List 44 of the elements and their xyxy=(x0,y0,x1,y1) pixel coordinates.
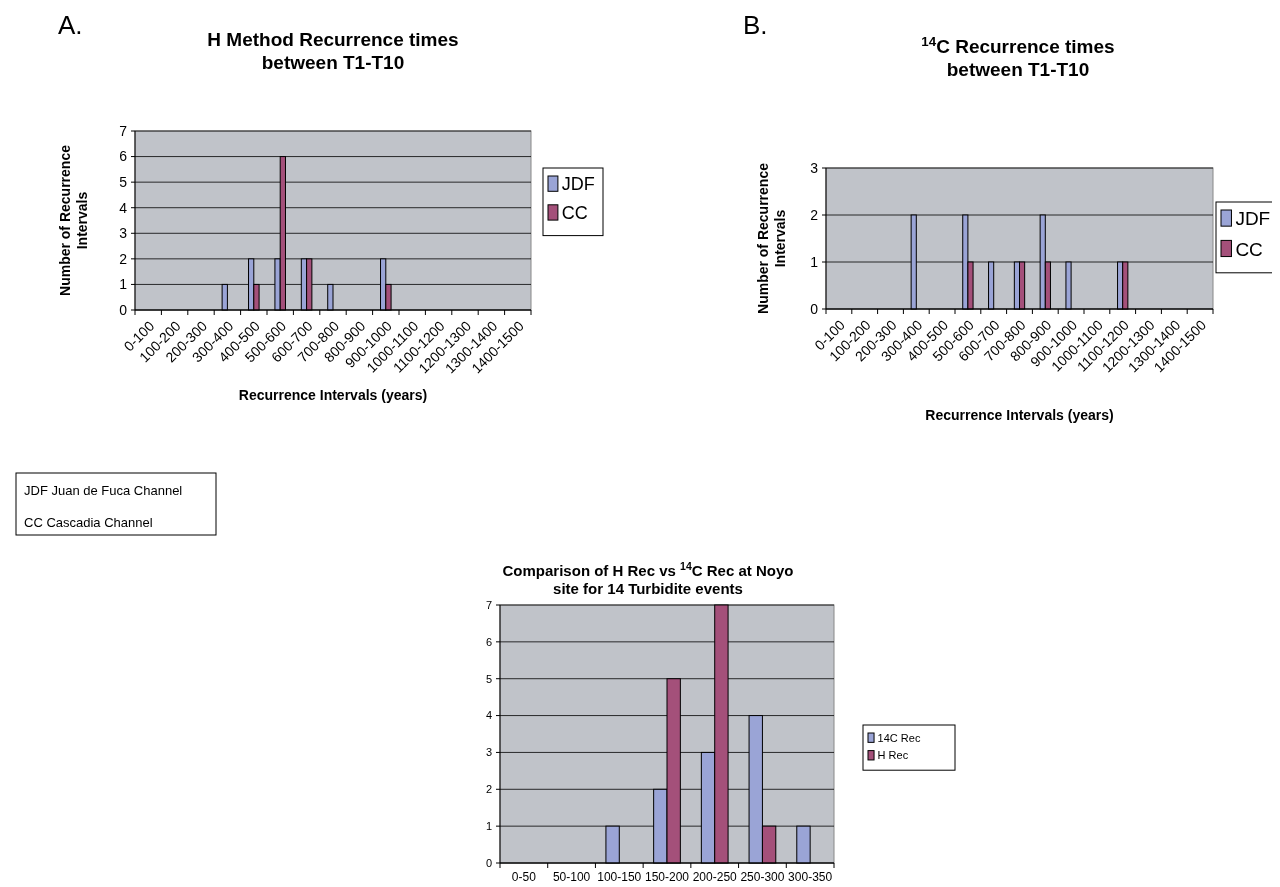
y-tick-label: 4 xyxy=(119,199,128,216)
legend-label: JDF xyxy=(561,174,595,195)
legend-label: CC xyxy=(1235,238,1263,260)
x-tick-label: 250-300 xyxy=(740,870,785,884)
x-tick-label: 100-150 xyxy=(597,870,642,884)
chart-title: H Method Recurrence times between T1-T10 xyxy=(207,29,459,73)
text: JDF Juan de Fuca Channel xyxy=(24,483,183,498)
x-axis-title: Recurrence Intervals (years) xyxy=(925,407,1114,423)
y-tick-label: 3 xyxy=(119,225,128,242)
x-axis-title: Recurrence Intervals (years) xyxy=(238,387,428,403)
y-tick-label: 0 xyxy=(485,856,492,869)
text: A. xyxy=(58,10,83,40)
y-tick-label: 7 xyxy=(119,122,128,139)
text: CC Cascadia Channel xyxy=(24,515,153,530)
y-tick-label: 4 xyxy=(485,709,492,722)
legend-label: H Rec xyxy=(877,749,909,762)
legend-label: JDF xyxy=(1235,208,1271,230)
y-tick-label: 6 xyxy=(119,148,128,165)
x-tick-label: 200-250 xyxy=(692,870,738,884)
x-tick-label: 150-200 xyxy=(644,870,690,884)
y-tick-label: 2 xyxy=(810,206,819,223)
y-tick-label: 5 xyxy=(119,174,128,191)
legend-label: 14C Rec xyxy=(877,731,921,744)
x-tick-label: 50-100 xyxy=(552,870,591,884)
legend-label: CC xyxy=(561,203,588,224)
y-tick-label: 7 xyxy=(485,598,492,611)
y-tick-label: 3 xyxy=(810,159,819,176)
y-tick-label: 1 xyxy=(485,819,492,832)
y-tick-label: 2 xyxy=(485,783,492,796)
chart-title: $^{14}$C Recurrence times between T1-T10 xyxy=(921,33,1115,80)
y-tick-label: 3 xyxy=(485,746,492,759)
y-tick-label: 5 xyxy=(485,672,492,685)
y-axis-title: Number of Recurrence Intervals xyxy=(755,162,788,314)
chart-title: Comparison of H Rec vs $^{14}$C Rec at Noyo site for 14 Turbidite events xyxy=(502,560,794,597)
y-tick-label: 0 xyxy=(810,300,819,317)
y-axis-title: Number of Recurrence Intervals xyxy=(57,144,90,296)
text: B. xyxy=(743,10,768,40)
y-tick-label: 0 xyxy=(119,301,128,318)
y-tick-label: 6 xyxy=(485,635,492,648)
x-tick-label: 300-350 xyxy=(788,870,833,884)
y-tick-label: 1 xyxy=(810,253,819,270)
y-tick-label: 1 xyxy=(119,276,128,293)
x-tick-label: 0-50 xyxy=(511,870,537,884)
y-tick-label: 2 xyxy=(119,250,128,267)
